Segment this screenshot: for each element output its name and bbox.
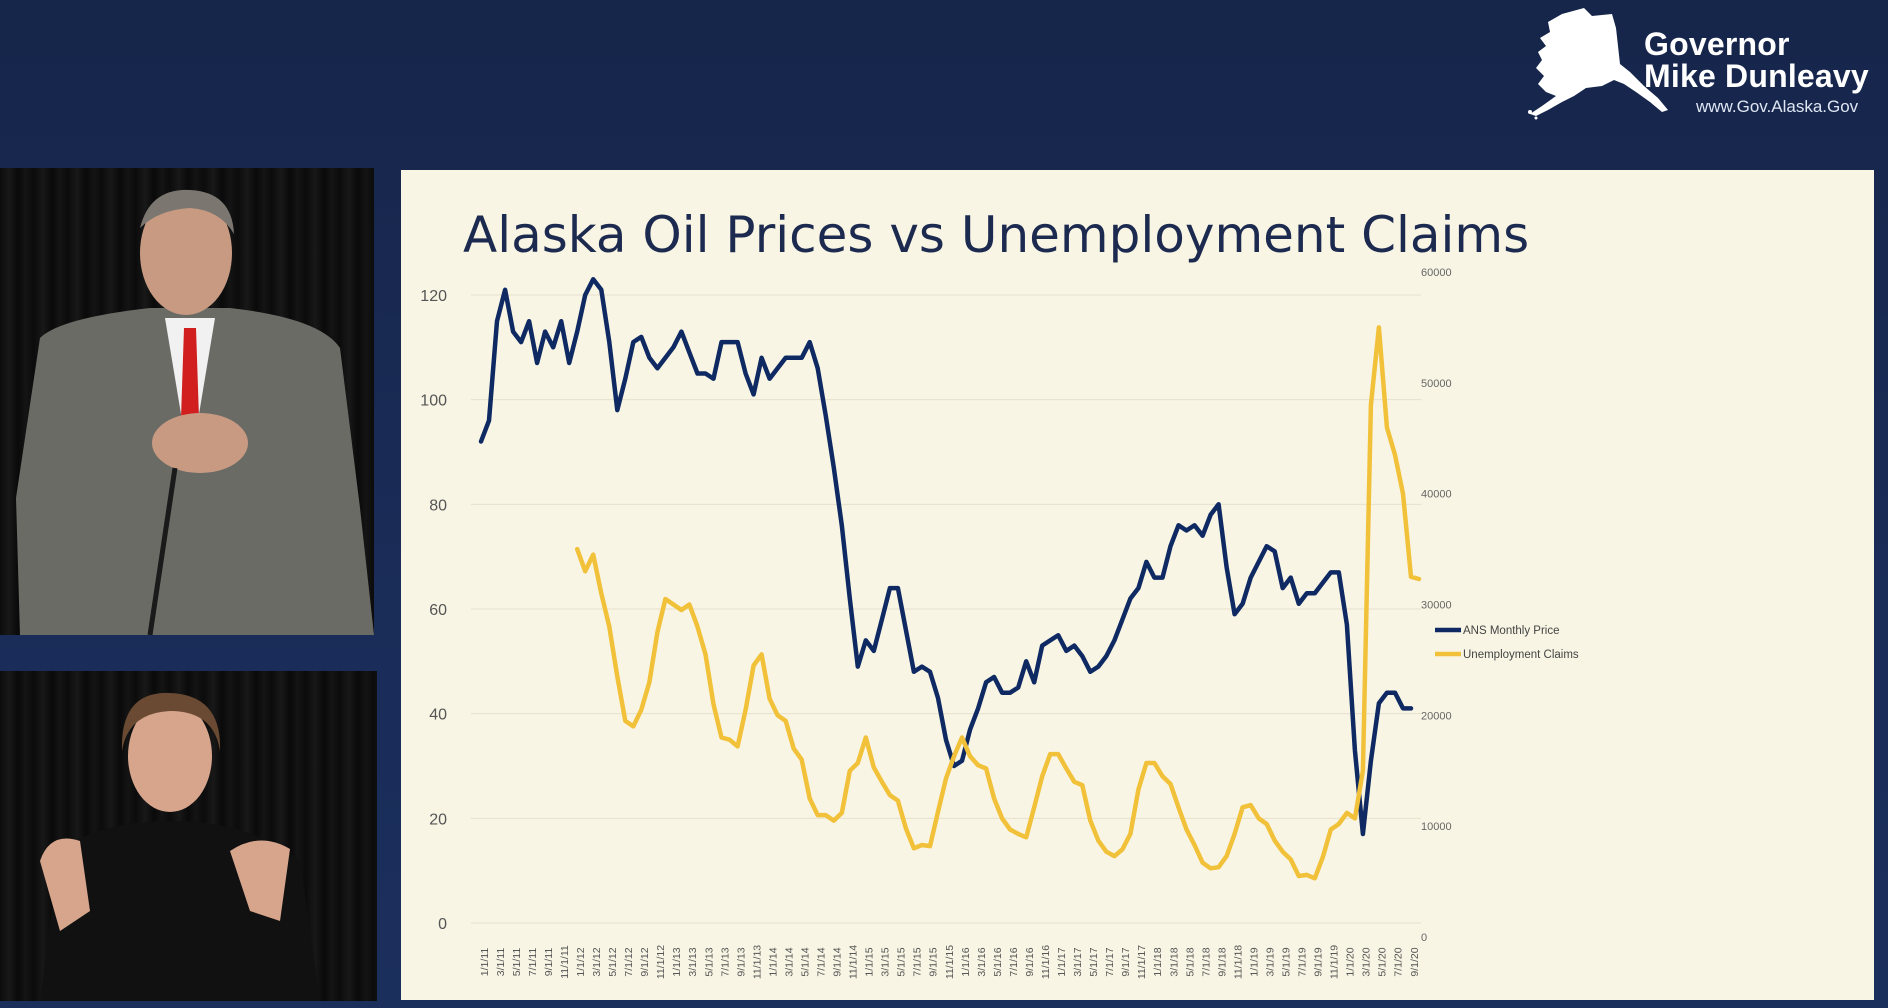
left-tick-label: 120 (420, 288, 447, 305)
x-tick-label: 1/1/15 (864, 947, 876, 976)
x-tick-label: 3/1/19 (1264, 947, 1276, 976)
line-chart: 0 20 40 60 80 100 120 0 10000 20000 30000 40000 500… (420, 267, 1579, 979)
brand-governor-label: Governor (1644, 26, 1790, 62)
x-tick-label: 3/1/11 (495, 948, 507, 977)
right-tick-label: 40000 (1421, 489, 1452, 501)
speaker-video-feed (0, 168, 374, 635)
x-tick-label: 1/1/12 (575, 947, 587, 976)
left-tick-label: 40 (429, 707, 447, 724)
x-tick-label: 7/1/18 (1200, 947, 1212, 976)
x-tick-label: 1/1/13 (671, 947, 683, 976)
x-tick-label: 11/1/19 (1329, 945, 1341, 979)
x-tick-label: 5/1/19 (1281, 947, 1293, 976)
x-tick-label: 9/1/14 (832, 947, 844, 976)
left-axis-ticks: 0 20 40 60 80 100 120 (420, 288, 447, 933)
x-tick-label: 7/1/12 (623, 947, 635, 976)
right-tick-label: 60000 (1421, 267, 1452, 279)
x-tick-label: 9/1/19 (1313, 947, 1325, 976)
x-tick-label: 7/1/15 (912, 947, 924, 976)
series-line-unemployment-claims (574, 325, 1422, 881)
chart-legend: ANS Monthly Price Unemployment Claims (1435, 625, 1579, 661)
x-tick-label: 9/1/11 (543, 948, 555, 977)
x-axis-ticks: 1/1/11 3/1/11 5/1/11 7/1/11 9/1/11 11/1/11 1/1… (479, 945, 1421, 979)
x-tick-label: 9/1/20 (1409, 947, 1421, 976)
left-tick-label: 0 (438, 916, 447, 933)
x-tick-label: 3/1/14 (783, 947, 795, 976)
x-tick-label: 11/1/12 (655, 945, 667, 979)
speaker-figure (16, 189, 374, 635)
x-tick-label: 9/1/12 (639, 947, 651, 976)
interpreter-figure (40, 692, 320, 1001)
alaska-state-map-icon (1528, 8, 1668, 120)
x-tick-label: 5/1/18 (1184, 947, 1196, 976)
series-line-ans-monthly-price (478, 277, 1414, 837)
right-tick-label: 30000 (1421, 600, 1452, 612)
x-tick-label: 5/1/15 (896, 947, 908, 976)
x-tick-label: 1/1/18 (1152, 947, 1164, 976)
x-tick-label: 9/1/16 (1024, 947, 1036, 976)
legend-label: Unemployment Claims (1463, 649, 1579, 661)
x-tick-label: 7/1/13 (719, 947, 731, 976)
right-tick-label: 20000 (1421, 710, 1452, 722)
x-tick-label: 5/1/16 (992, 947, 1004, 976)
x-tick-label: 1/1/11 (479, 948, 491, 977)
right-tick-label: 0 (1421, 932, 1427, 944)
left-tick-label: 60 (429, 602, 447, 619)
x-tick-label: 9/1/13 (735, 947, 747, 976)
x-tick-label: 5/1/20 (1377, 947, 1389, 976)
x-tick-label: 1/1/14 (767, 947, 779, 976)
x-tick-label: 5/1/12 (607, 947, 619, 976)
chart-series (478, 277, 1422, 881)
x-tick-label: 9/1/18 (1216, 947, 1228, 976)
brand-name-label: Mike Dunleavy (1644, 58, 1869, 94)
left-tick-label: 80 (429, 497, 447, 514)
x-tick-label: 11/1/16 (1040, 945, 1052, 979)
legend-label: ANS Monthly Price (1463, 625, 1560, 637)
right-axis-ticks: 0 10000 20000 30000 40000 50000 60000 (1421, 267, 1452, 944)
x-tick-label: 3/1/15 (880, 947, 892, 976)
x-tick-label: 5/1/13 (703, 947, 715, 976)
x-tick-label: 1/1/19 (1248, 947, 1260, 976)
x-tick-label: 3/1/18 (1168, 947, 1180, 976)
x-tick-label: 11/1/18 (1232, 945, 1244, 979)
interpreter-video-feed (0, 671, 377, 1001)
brand-url: www.Gov.Alaska.Gov (1696, 97, 1859, 116)
x-tick-label: 7/1/17 (1104, 947, 1116, 976)
x-tick-label: 7/1/19 (1297, 947, 1309, 976)
x-tick-label: 3/1/13 (687, 947, 699, 976)
slide-title: Alaska Oil Prices vs Unemployment Claims (463, 206, 1530, 264)
x-tick-label: 11/1/15 (944, 945, 956, 979)
x-tick-label: 11/1/11 (559, 945, 571, 979)
governor-brand: Governor Mike Dunleavy www.Gov.Alaska.Go… (1526, 6, 1888, 134)
x-tick-label: 3/1/16 (976, 947, 988, 976)
x-tick-label: 1/1/17 (1056, 947, 1068, 976)
x-tick-label: 11/1/14 (848, 945, 860, 979)
x-tick-label: 11/1/17 (1136, 945, 1148, 979)
x-tick-label: 3/1/17 (1072, 947, 1084, 976)
x-tick-label: 5/1/17 (1088, 947, 1100, 976)
chart-gridlines (471, 294, 1421, 924)
x-tick-label: 1/1/20 (1345, 947, 1357, 976)
x-tick-label: 1/1/16 (960, 947, 972, 976)
x-tick-label: 9/1/17 (1120, 947, 1132, 976)
presentation-slide: Alaska Oil Prices vs Unemployment Claims… (401, 170, 1874, 1000)
left-tick-label: 100 (420, 393, 447, 410)
x-tick-label: 7/1/11 (527, 948, 539, 977)
x-tick-label: 9/1/15 (928, 947, 940, 976)
x-tick-label: 11/1/13 (751, 945, 763, 979)
x-tick-label: 3/1/20 (1361, 947, 1373, 976)
x-tick-label: 5/1/11 (511, 948, 523, 977)
x-tick-label: 7/1/14 (816, 947, 828, 976)
right-tick-label: 10000 (1421, 821, 1452, 833)
left-tick-label: 20 (429, 811, 447, 828)
x-tick-label: 7/1/16 (1008, 947, 1020, 976)
x-tick-label: 7/1/20 (1393, 947, 1405, 976)
x-tick-label: 5/1/14 (799, 947, 811, 976)
right-tick-label: 50000 (1421, 378, 1452, 390)
x-tick-label: 3/1/12 (591, 947, 603, 976)
